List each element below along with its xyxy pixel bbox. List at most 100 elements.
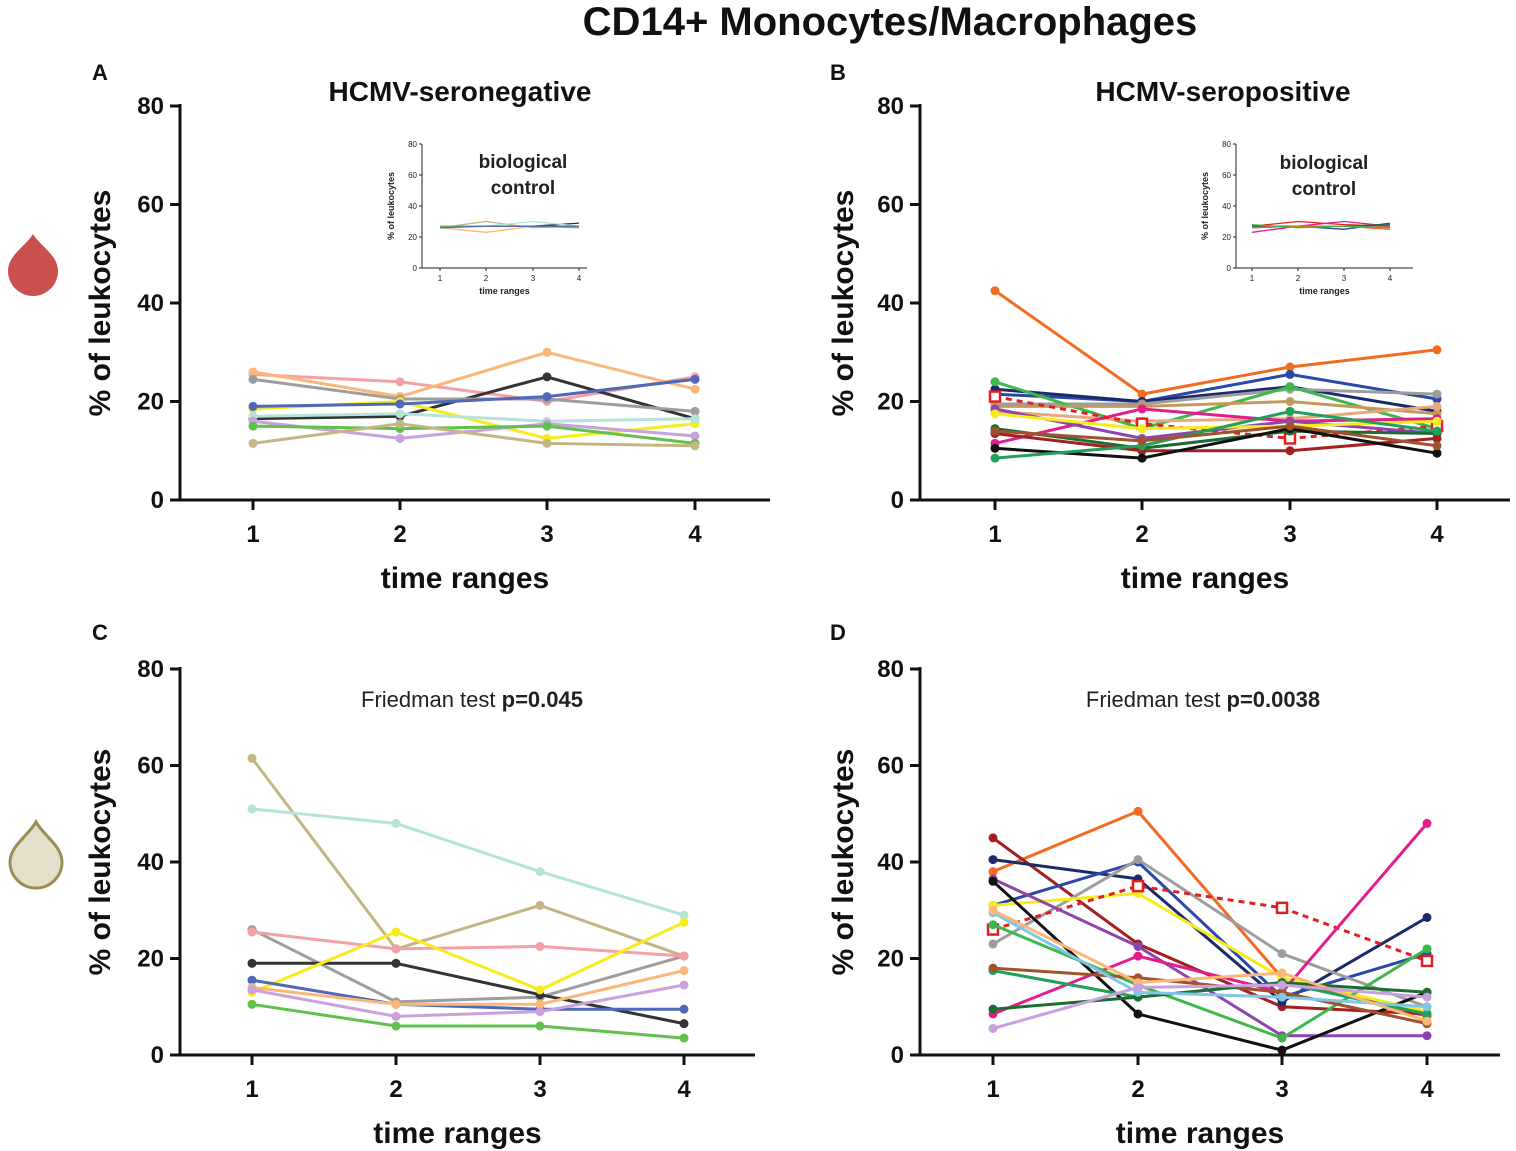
- panel-letter-a: A: [92, 60, 108, 85]
- data-point: [247, 975, 257, 985]
- data-point: [247, 927, 257, 937]
- series-line: [251, 930, 685, 958]
- inset-y-tick-label: 40: [1222, 202, 1231, 211]
- y-tick-label: 0: [151, 487, 164, 514]
- data-point: [679, 980, 689, 990]
- y-tick-label: 20: [877, 389, 904, 416]
- y-tick-label: 60: [877, 753, 904, 780]
- inset-series-line: [1251, 220, 1391, 233]
- tissue-drop-icon: [8, 818, 64, 890]
- y-tick-label: 80: [137, 93, 164, 120]
- data-point: [1422, 944, 1432, 954]
- inset-y-axis-label: % of leukocytes: [1200, 172, 1210, 240]
- data-point: [1277, 1045, 1287, 1055]
- panel-d-stat-value: p=0.0038: [1227, 687, 1321, 712]
- inset-y-axis-label: % of leukocytes: [386, 172, 396, 240]
- panel-c-y-axis-label: % of leukocytes: [84, 749, 117, 976]
- data-point: [247, 958, 257, 968]
- data-point: [1422, 1031, 1432, 1041]
- data-point: [990, 443, 1000, 453]
- panel-b-title: HCMV-seropositive: [1095, 76, 1350, 107]
- data-point: [391, 1011, 401, 1021]
- data-point: [395, 377, 405, 387]
- data-point: [990, 426, 1000, 436]
- panel-d-y-axis-label: % of leukocytes: [827, 749, 860, 976]
- data-point: [535, 867, 545, 877]
- y-tick-label: 80: [877, 656, 904, 683]
- data-point: [1277, 1033, 1287, 1043]
- inset-series-line: [1251, 223, 1391, 229]
- inset-y-tick-label: 20: [1222, 233, 1231, 242]
- x-tick-label: 3: [1275, 1076, 1288, 1103]
- data-point: [1285, 446, 1295, 456]
- data-point: [248, 374, 258, 384]
- data-point: [988, 833, 998, 843]
- data-point: [247, 985, 257, 995]
- series-line: [252, 350, 696, 399]
- data-point: [1137, 404, 1147, 414]
- data-point: [690, 384, 700, 394]
- series-line: [251, 1002, 685, 1040]
- data-point: [988, 867, 998, 877]
- series-line: [251, 920, 685, 994]
- data-point: [679, 966, 689, 976]
- series-line: [992, 923, 1428, 1040]
- x-tick-label: 4: [677, 1076, 691, 1103]
- series-line: [992, 858, 1428, 1009]
- x-tick-label: 2: [393, 521, 406, 548]
- data-point: [1277, 980, 1287, 990]
- data-point: [990, 377, 1000, 387]
- data-point: [690, 374, 700, 384]
- panel-a-title: HCMV-seronegative: [329, 76, 592, 107]
- x-tick-label: 3: [540, 521, 553, 548]
- data-point: [1285, 369, 1295, 379]
- data-point: [1432, 448, 1442, 458]
- panel-a-x-axis-label: time ranges: [381, 562, 549, 595]
- inset-y-tick-label: 80: [408, 140, 417, 149]
- x-tick-label: 4: [1430, 521, 1444, 548]
- y-tick-label: 40: [877, 849, 904, 876]
- data-point: [988, 876, 998, 886]
- panel-c-stat-prefix: Friedman test: [361, 687, 496, 712]
- panel-d-stat-prefix: Friedman test: [1086, 687, 1221, 712]
- data-point: [679, 1019, 689, 1029]
- data-point: [248, 421, 258, 431]
- series-line: [994, 289, 1438, 396]
- data-point: [535, 941, 545, 951]
- data-point: [391, 927, 401, 937]
- data-point: [391, 944, 401, 954]
- data-point: [1133, 941, 1143, 951]
- data-point: [1275, 901, 1289, 915]
- y-tick-label: 40: [137, 290, 164, 317]
- series-line: [994, 424, 1438, 448]
- y-tick-label: 20: [877, 946, 904, 973]
- data-point: [535, 1021, 545, 1031]
- inset-series-line: [439, 225, 579, 229]
- inset-series-line: [1251, 225, 1391, 230]
- series-line: [992, 983, 1428, 1030]
- data-point: [1422, 818, 1432, 828]
- blood-drop-icon: [8, 234, 58, 296]
- y-tick-label: 40: [137, 849, 164, 876]
- data-point: [395, 433, 405, 443]
- data-point: [690, 431, 700, 441]
- x-tick-label: 4: [1420, 1076, 1434, 1103]
- data-point: [247, 999, 257, 1009]
- series-line: [994, 427, 1438, 450]
- series-line: [251, 969, 685, 1006]
- data-point: [535, 999, 545, 1009]
- data-point: [1285, 362, 1295, 372]
- series-line: [992, 860, 1428, 999]
- data-point: [990, 453, 1000, 463]
- data-point: [988, 905, 998, 915]
- series-line: [251, 978, 684, 1011]
- inset-x-axis-label: time ranges: [1299, 286, 1350, 296]
- series-line: [251, 983, 685, 1018]
- data-point: [542, 372, 552, 382]
- inset-title-line2: control: [1292, 179, 1356, 200]
- y-tick-label: 20: [137, 389, 164, 416]
- data-point: [1432, 389, 1442, 399]
- data-point: [988, 390, 1002, 403]
- data-point: [542, 392, 552, 402]
